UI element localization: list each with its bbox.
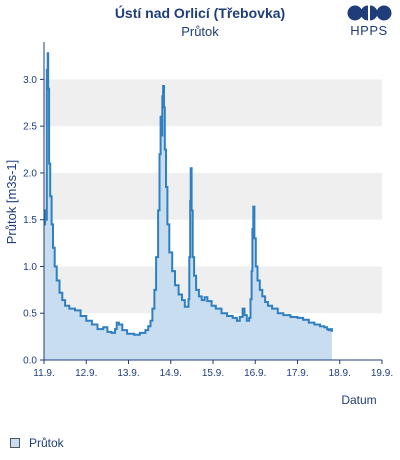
y-tick-label: 1.0 [23,262,37,273]
y-tick-label: 0.0 [23,356,37,367]
legend-label: Průtok [29,436,64,450]
x-tick-label: 14.9. [160,368,182,379]
flow-line [44,52,333,336]
grid-bands [44,79,382,314]
logo-shapes-icon [347,5,392,21]
x-tick-label: 19.9. [371,368,393,379]
grid-band [44,172,382,220]
chart-title: Ústí nad Orlicí (Třebovka) [114,5,286,21]
y-tick-label: 3.0 [23,75,37,86]
x-tick-label: 12.9. [75,368,97,379]
x-tick-labels: 11.9. 12.9. 13.9. 14.9. 15.9. 16.9. 17.9. 18.9.… [33,360,393,379]
x-tick-label: 15.9. [202,368,224,379]
x-tick-label: 13.9. [117,368,139,379]
x-tick-label: 17.9. [286,368,308,379]
hpps-logo: HPPS [346,5,392,41]
x-tick-label: 16.9. [244,368,266,379]
grid-band [44,79,382,127]
x-axis-label: Datum [341,393,376,407]
y-tick-label: 2.5 [23,122,37,133]
logo-text: HPPS [350,23,388,38]
legend-swatch [10,438,20,448]
y-tick-label: 0.5 [23,309,37,320]
y-tick-label: 1.5 [23,215,37,226]
flow-area-fill [44,53,332,360]
x-tick-label: 18.9. [329,368,351,379]
legend[interactable]: Průtok [10,436,64,450]
y-tick-labels: 0.0 0.5 1.0 1.5 2.0 2.5 3.0 [23,75,44,367]
chart-subtitle: Průtok [181,24,219,39]
y-axis-label: Průtok [m3s-1] [4,160,19,245]
x-tick-label: 11.9. [33,368,55,379]
y-tick-label: 2.0 [23,168,37,179]
